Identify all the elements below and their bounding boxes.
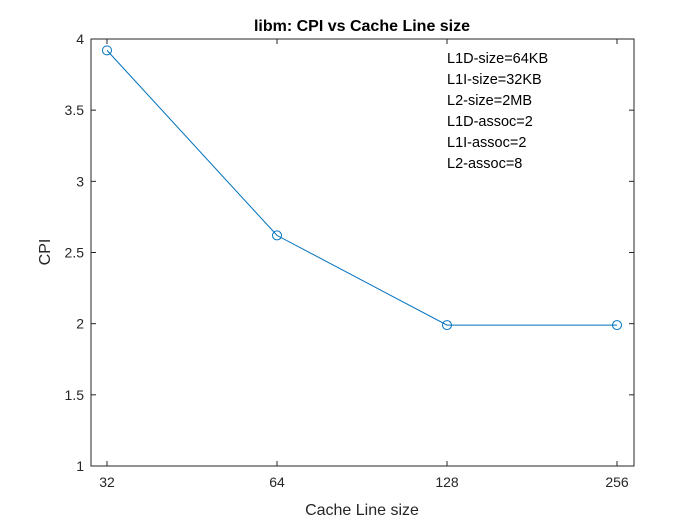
annotation-line: L2-size=2MB xyxy=(447,93,532,109)
annotation-line: L2-assoc=8 xyxy=(447,156,522,172)
series-line xyxy=(106,50,617,326)
x-tick-label: 32 xyxy=(99,474,115,490)
data-point xyxy=(272,230,282,241)
annotation-line: L1D-size=64KB xyxy=(447,51,548,67)
annotation-line: L1I-size=32KB xyxy=(447,72,542,88)
chart-title: libm: CPI vs Cache Line size xyxy=(254,18,470,35)
y-tick-label: 2 xyxy=(76,316,84,332)
y-tick-label: 4 xyxy=(76,31,84,47)
x-axis-ticks: 32 64 128 256 xyxy=(99,39,629,490)
annotation-line: L1D-assoc=2 xyxy=(447,114,533,130)
y-tick-label: 3.5 xyxy=(65,102,85,118)
data-point xyxy=(442,320,452,331)
y-tick-label: 1.5 xyxy=(65,387,85,403)
y-axis-label: CPI xyxy=(37,239,54,266)
y-tick-label: 1 xyxy=(76,458,84,474)
x-axis-label: Cache Line size xyxy=(305,502,419,519)
x-tick-label: 128 xyxy=(435,474,459,490)
annotation-line: L1I-assoc=2 xyxy=(447,135,526,151)
data-point xyxy=(612,320,622,331)
data-point xyxy=(102,45,112,56)
annotation-box: L1D-size=64KB L1I-size=32KB L2-size=2MB … xyxy=(447,51,548,172)
y-tick-label: 2.5 xyxy=(65,245,85,261)
y-tick-label: 3 xyxy=(76,173,84,189)
y-axis-ticks: 1 1.5 2 2.5 3 3.5 4 xyxy=(65,31,634,474)
series-layer xyxy=(102,45,622,331)
plot-area xyxy=(90,38,635,467)
x-tick-label: 64 xyxy=(269,474,285,490)
x-tick-label: 256 xyxy=(605,474,629,490)
